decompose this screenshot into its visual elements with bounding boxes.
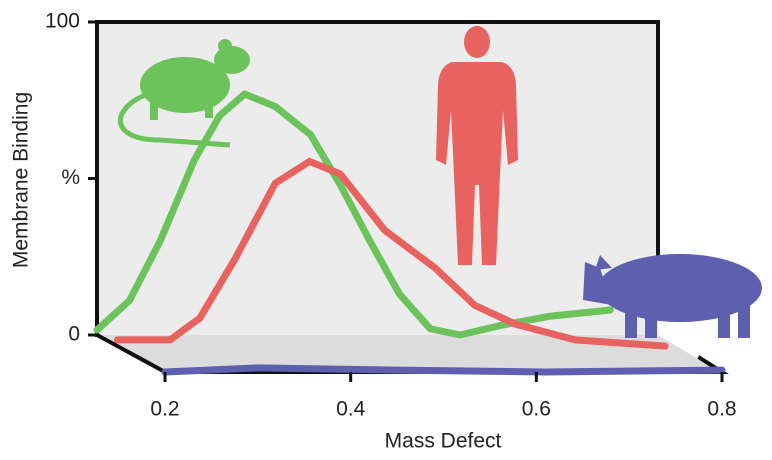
floor	[97, 335, 720, 372]
x-tick-label: 0.4	[336, 398, 366, 421]
x-tick-label: 0.2	[150, 398, 179, 421]
y-tick-label: 0	[68, 323, 80, 346]
y-tick-label: 100	[45, 10, 80, 33]
pig-icon	[583, 254, 762, 338]
x-tick-label: 0.8	[707, 398, 736, 421]
human-icon	[436, 26, 518, 265]
series-line	[113, 157, 669, 350]
rat-icon	[117, 39, 250, 148]
series-line	[93, 90, 614, 339]
y-axis-title: Membrane Binding	[10, 92, 33, 268]
series-line	[161, 364, 726, 376]
plot	[93, 90, 726, 376]
y-tick-label: %	[61, 166, 80, 189]
x-axis-title: Mass Defect	[385, 430, 502, 453]
x-tick-label: 0.6	[522, 398, 551, 421]
